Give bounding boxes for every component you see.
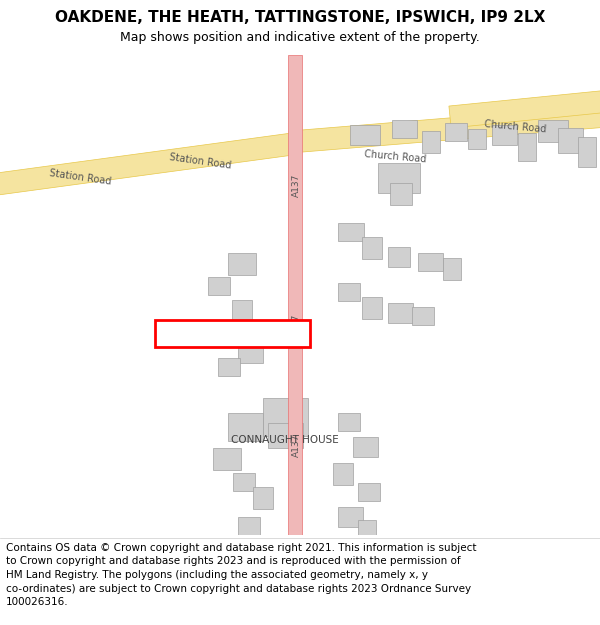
- Bar: [443, 258, 461, 280]
- Bar: [218, 358, 240, 376]
- Bar: [338, 283, 360, 301]
- Bar: [208, 277, 230, 295]
- Bar: [422, 131, 440, 153]
- Bar: [358, 483, 380, 501]
- Text: A137: A137: [292, 433, 301, 457]
- Bar: [155, 320, 310, 347]
- Bar: [362, 237, 382, 259]
- Bar: [238, 343, 263, 363]
- Bar: [213, 448, 241, 470]
- Bar: [215, 320, 240, 340]
- Bar: [288, 55, 302, 535]
- Bar: [243, 537, 261, 555]
- Text: HM Land Registry. The polygons (including the associated geometry, namely x, y: HM Land Registry. The polygons (includin…: [6, 570, 428, 580]
- Bar: [412, 307, 434, 325]
- Bar: [418, 253, 443, 271]
- Bar: [253, 552, 273, 568]
- Text: co-ordinates) are subject to Crown copyright and database rights 2023 Ordnance S: co-ordinates) are subject to Crown copyr…: [6, 584, 471, 594]
- Text: 100026316.: 100026316.: [6, 597, 68, 607]
- Bar: [353, 437, 378, 457]
- Text: Church Road: Church Road: [484, 119, 547, 135]
- Text: to Crown copyright and database rights 2023 and is reproduced with the permissio: to Crown copyright and database rights 2…: [6, 556, 461, 566]
- Text: Station Road: Station Road: [49, 168, 112, 186]
- Bar: [388, 303, 413, 323]
- Text: CONNAUGHT HOUSE: CONNAUGHT HOUSE: [231, 435, 339, 445]
- Bar: [238, 517, 260, 535]
- Bar: [253, 487, 273, 509]
- Bar: [263, 398, 308, 436]
- Bar: [350, 125, 380, 145]
- Bar: [388, 247, 410, 267]
- Bar: [232, 300, 252, 322]
- Text: Church Road: Church Road: [364, 149, 427, 165]
- Text: A137: A137: [292, 313, 301, 337]
- Bar: [338, 507, 363, 527]
- Bar: [518, 133, 536, 161]
- Bar: [578, 137, 596, 167]
- Bar: [558, 128, 583, 153]
- Bar: [390, 183, 412, 205]
- Polygon shape: [0, 132, 301, 196]
- Bar: [333, 463, 353, 485]
- Bar: [338, 223, 364, 241]
- Text: Map shows position and indicative extent of the property.: Map shows position and indicative extent…: [120, 31, 480, 44]
- Bar: [378, 163, 420, 193]
- Polygon shape: [289, 104, 600, 153]
- Bar: [358, 520, 376, 538]
- Bar: [233, 473, 255, 491]
- Text: Station Road: Station Road: [169, 152, 232, 170]
- Bar: [362, 297, 382, 319]
- Bar: [468, 129, 486, 149]
- Text: A137: A137: [292, 173, 301, 197]
- Bar: [228, 413, 263, 441]
- Bar: [228, 253, 256, 275]
- Bar: [392, 120, 417, 138]
- Bar: [445, 123, 467, 141]
- Bar: [338, 413, 360, 431]
- Bar: [492, 125, 517, 145]
- Text: Contains OS data © Crown copyright and database right 2021. This information is : Contains OS data © Crown copyright and d…: [6, 543, 476, 553]
- Bar: [538, 120, 568, 142]
- Bar: [268, 423, 303, 448]
- Polygon shape: [449, 89, 600, 128]
- Text: OAKDENE, THE HEATH, TATTINGSTONE, IPSWICH, IP9 2LX: OAKDENE, THE HEATH, TATTINGSTONE, IPSWIC…: [55, 9, 545, 24]
